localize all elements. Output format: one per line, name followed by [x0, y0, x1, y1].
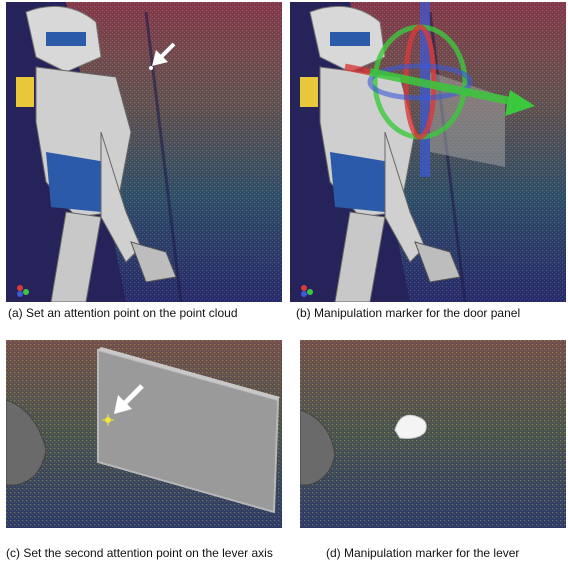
point-cloud-wall [300, 340, 566, 528]
attention-arrow [149, 42, 176, 70]
humanoid-robot [16, 5, 177, 302]
caption-panel-b: (b) Manipulation marker for the door pan… [296, 306, 521, 320]
lever-marker [394, 414, 427, 439]
humanoid-robot [300, 5, 461, 302]
axis-gizmo-icon [301, 285, 313, 297]
caption-panel-a: (a) Set an attention point on the point … [8, 306, 238, 320]
panel-b-viewport [290, 2, 566, 302]
caption-panel-d: (d) Manipulation marker for the lever [326, 546, 520, 560]
panel-d-scene [300, 340, 566, 528]
panel-a-scene [6, 2, 282, 302]
robot-hand [300, 409, 336, 486]
caption-panel-c: (c) Set the second attention point on th… [6, 546, 273, 560]
attention-arrow [114, 384, 144, 414]
door-panel-plane [97, 348, 280, 514]
panel-b-scene [290, 2, 566, 302]
manipulation-marker [344, 2, 535, 177]
robot-hand [6, 399, 47, 486]
panel-a-viewport [6, 2, 282, 302]
panel-c-viewport [6, 340, 282, 528]
attention-point-marker [102, 414, 114, 426]
axis-gizmo-icon [17, 285, 29, 297]
panel-c-scene [6, 340, 282, 528]
panel-d-viewport [300, 340, 566, 528]
